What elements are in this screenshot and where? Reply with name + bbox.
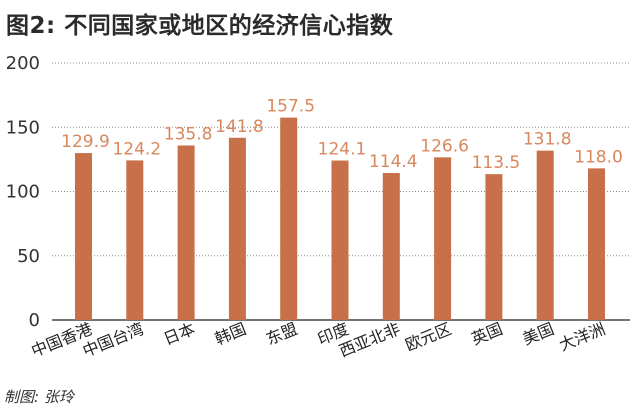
bar-value-label: 129.9 xyxy=(61,132,110,152)
chart-title: 图2: 不同国家或地区的经济信心指数 xyxy=(6,13,394,39)
bar-value-label: 126.6 xyxy=(420,136,469,156)
x-tick-label: 东盟 xyxy=(263,319,300,349)
x-tick-label: 大洋洲 xyxy=(556,319,608,355)
bar xyxy=(280,117,298,320)
bar-value-label: 135.8 xyxy=(164,124,213,144)
bar-value-label: 141.8 xyxy=(215,117,264,137)
bar-value-label: 114.4 xyxy=(369,152,418,172)
bar-value-label: 131.8 xyxy=(523,130,572,150)
bar-value-label: 113.5 xyxy=(472,153,521,173)
bar xyxy=(331,160,349,320)
x-tick-label: 英国 xyxy=(469,319,506,349)
x-tick-label: 韩国 xyxy=(212,319,249,349)
x-tick-label: 欧元区 xyxy=(402,319,454,355)
bar xyxy=(126,160,144,320)
bar xyxy=(228,137,246,320)
y-tick-label: 0 xyxy=(29,310,40,331)
y-tick-label: 100 xyxy=(6,182,40,203)
bar xyxy=(382,172,400,320)
x-tick-label: 美国 xyxy=(520,319,557,349)
bar xyxy=(177,145,195,320)
bar xyxy=(485,174,503,320)
chart-credit: 制图: 张玲 xyxy=(4,388,74,406)
bar-value-label: 124.1 xyxy=(318,140,367,160)
bar xyxy=(588,168,605,320)
bar xyxy=(75,153,92,320)
bar-value-label: 118.0 xyxy=(574,147,623,167)
bar xyxy=(434,157,452,320)
x-tick-label: 日本 xyxy=(161,319,198,349)
bar-value-label: 124.2 xyxy=(112,139,161,159)
y-tick-label: 200 xyxy=(6,53,40,74)
y-tick-label: 150 xyxy=(6,117,40,138)
bar-value-label: 157.5 xyxy=(266,97,315,117)
bar xyxy=(536,150,554,320)
y-tick-label: 50 xyxy=(17,246,40,267)
